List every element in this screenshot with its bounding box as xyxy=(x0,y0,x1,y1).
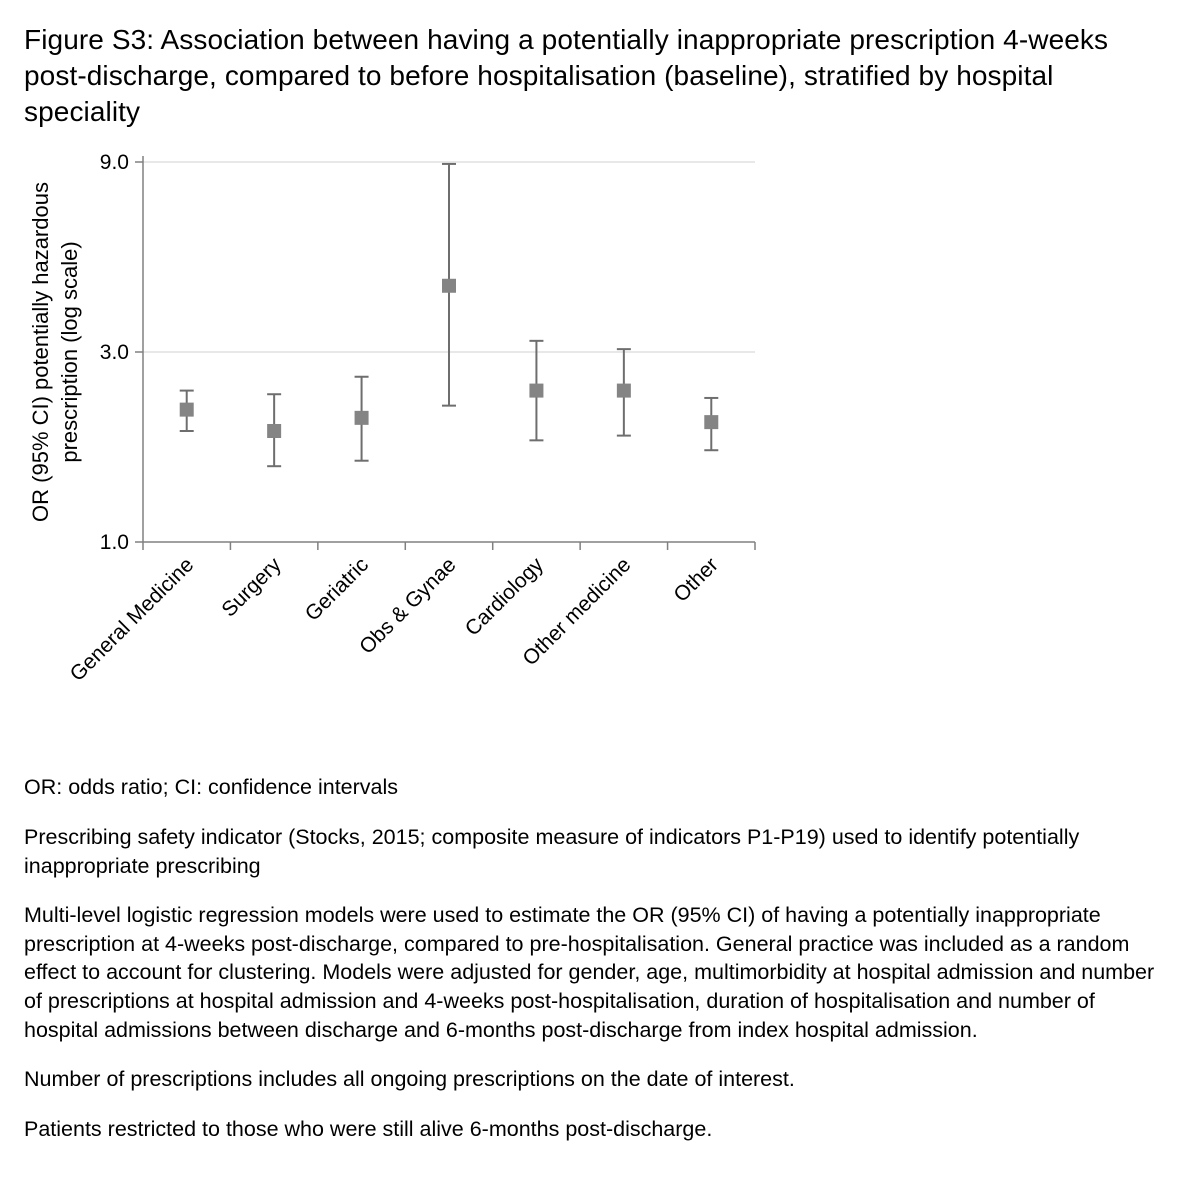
y-tick-label: 3.0 xyxy=(100,341,129,364)
category-label: Surgery xyxy=(217,553,286,622)
data-marker xyxy=(354,411,369,426)
note-prescriptions: Number of prescriptions includes all ong… xyxy=(24,1067,795,1092)
data-marker xyxy=(704,415,719,430)
category-label: General Medicine xyxy=(66,554,199,687)
data-marker xyxy=(442,279,456,294)
figure-title: Figure S3: Association between having a … xyxy=(24,24,1109,127)
data-marker xyxy=(179,403,194,418)
figure-notes: OR: odds ratio; CI: confidence intervals… xyxy=(24,773,1170,1143)
note-patients: Patients restricted to those who were st… xyxy=(24,1116,713,1141)
category-label: Cardiology xyxy=(461,553,549,641)
y-tick-label: 1.0 xyxy=(100,531,129,554)
note-model: Multi-level logistic regression models w… xyxy=(24,903,1155,1042)
data-marker xyxy=(267,424,282,439)
note-abbreviations: OR: odds ratio; CI: confidence intervals xyxy=(24,775,399,800)
forest-plot-chart: 1.0 3.0 9.0 General Medicine Surgery Geriatri… xyxy=(28,151,756,687)
y-tick-label: 9.0 xyxy=(100,151,129,174)
note-indicator: Prescribing safety indicator (Stocks, 20… xyxy=(24,825,1080,878)
category-label: Geriatric xyxy=(301,554,373,626)
data-marker xyxy=(529,384,544,399)
category-label: Other xyxy=(669,554,722,607)
y-axis-title-line1: OR (95% CI) potentially hazardous xyxy=(28,183,53,523)
y-axis-title-line2: prescription (log scale) xyxy=(57,242,82,463)
data-marker xyxy=(616,384,631,399)
